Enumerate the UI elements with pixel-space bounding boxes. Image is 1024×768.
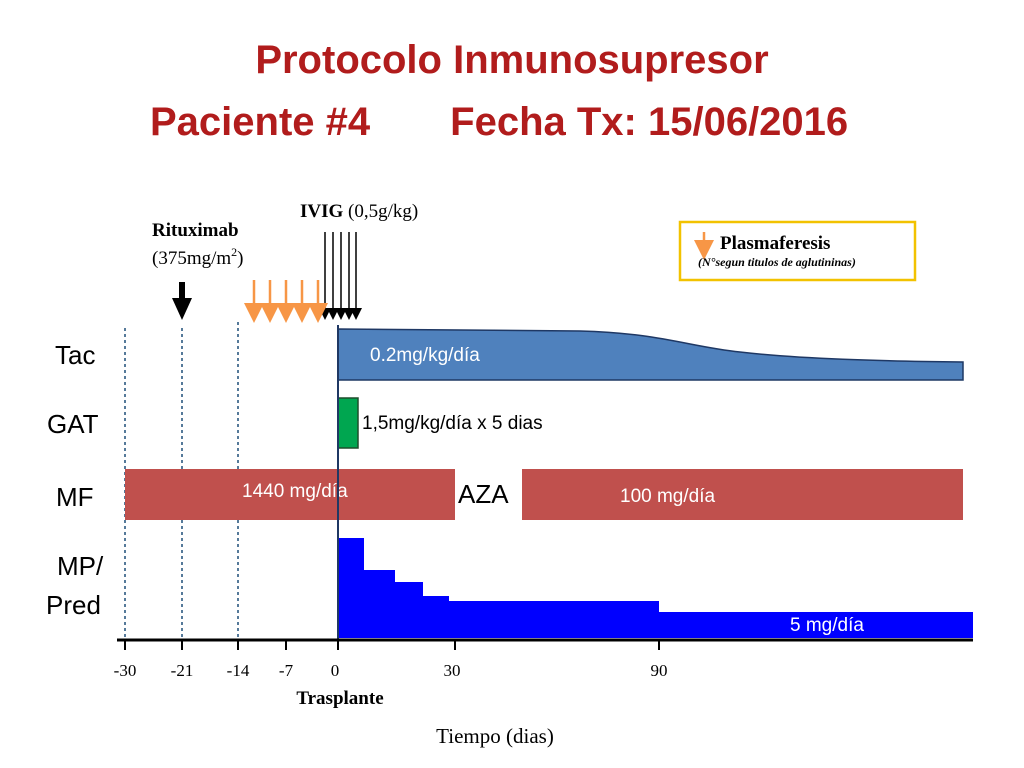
svg-text:(375mg/m2): (375mg/m2) (152, 245, 244, 269)
plasmapheresis-legend: Plasmaferesis (N°segun titulos de agluti… (678, 220, 917, 282)
tick-label: -14 (227, 661, 250, 680)
patient-label: Paciente #4 (150, 100, 371, 144)
rituximab-dose: (375mg/m (152, 248, 231, 269)
rituximab-label: Rituximab (152, 220, 239, 241)
tick-label: -30 (114, 661, 137, 680)
tac-dose-label: 0.2mg/kg/día (370, 345, 480, 366)
ivig-label: IVIG (300, 201, 344, 222)
rituximab-arrow (172, 282, 192, 320)
tick-label: 0 (331, 661, 340, 680)
svg-text:IVIG (0,5g/kg): IVIG (0,5g/kg) (300, 201, 418, 222)
aza-label: AZA (458, 479, 509, 509)
aza-dose-label: 100 mg/día (620, 486, 715, 507)
aza-bar (522, 469, 963, 520)
legend-title: Plasmaferesis (720, 233, 830, 254)
row-label-pred: Pred (46, 590, 101, 620)
x-axis-ticks (124, 640, 660, 650)
mf-dose-label: 1440 mg/día (242, 481, 348, 502)
row-label-mf: MF (56, 482, 94, 512)
transplant-label: Trasplante (296, 688, 383, 709)
x-axis-title: Tiempo (dias) (436, 724, 554, 748)
rituximab-dose-end: ) (237, 248, 243, 269)
tick-label: -7 (279, 661, 294, 680)
legend-note: (N°segun titulos de aglutininas) (698, 255, 856, 269)
plasmapheresis-arrows (244, 280, 328, 323)
row-label-mp: MP/ (57, 551, 104, 581)
mf-bar (125, 469, 455, 520)
ivig-dose: (0,5g/kg) (348, 201, 418, 222)
row-label-tac: Tac (55, 340, 95, 370)
pred-taper-bar (338, 538, 973, 638)
tick-label: 90 (651, 661, 668, 680)
title-line-1: Protocolo Inmunosupresor (255, 38, 769, 82)
rituximab-dose-sup: 2 (231, 245, 237, 259)
ivig-arrows (319, 232, 362, 320)
gat-bar (337, 397, 359, 449)
gat-dose-label: 1,5mg/kg/día x 5 dias (362, 413, 543, 434)
tick-label: -21 (171, 661, 194, 680)
title-line-2: Paciente #4 Fecha Tx: 15/06/2016 (150, 100, 910, 145)
pred-dose-label: 5 mg/día (790, 615, 864, 636)
transplant-date: Fecha Tx: 15/06/2016 (450, 100, 849, 144)
tac-bar (337, 328, 964, 381)
tick-label: 30 (444, 661, 461, 680)
row-label-gat: GAT (47, 409, 99, 439)
